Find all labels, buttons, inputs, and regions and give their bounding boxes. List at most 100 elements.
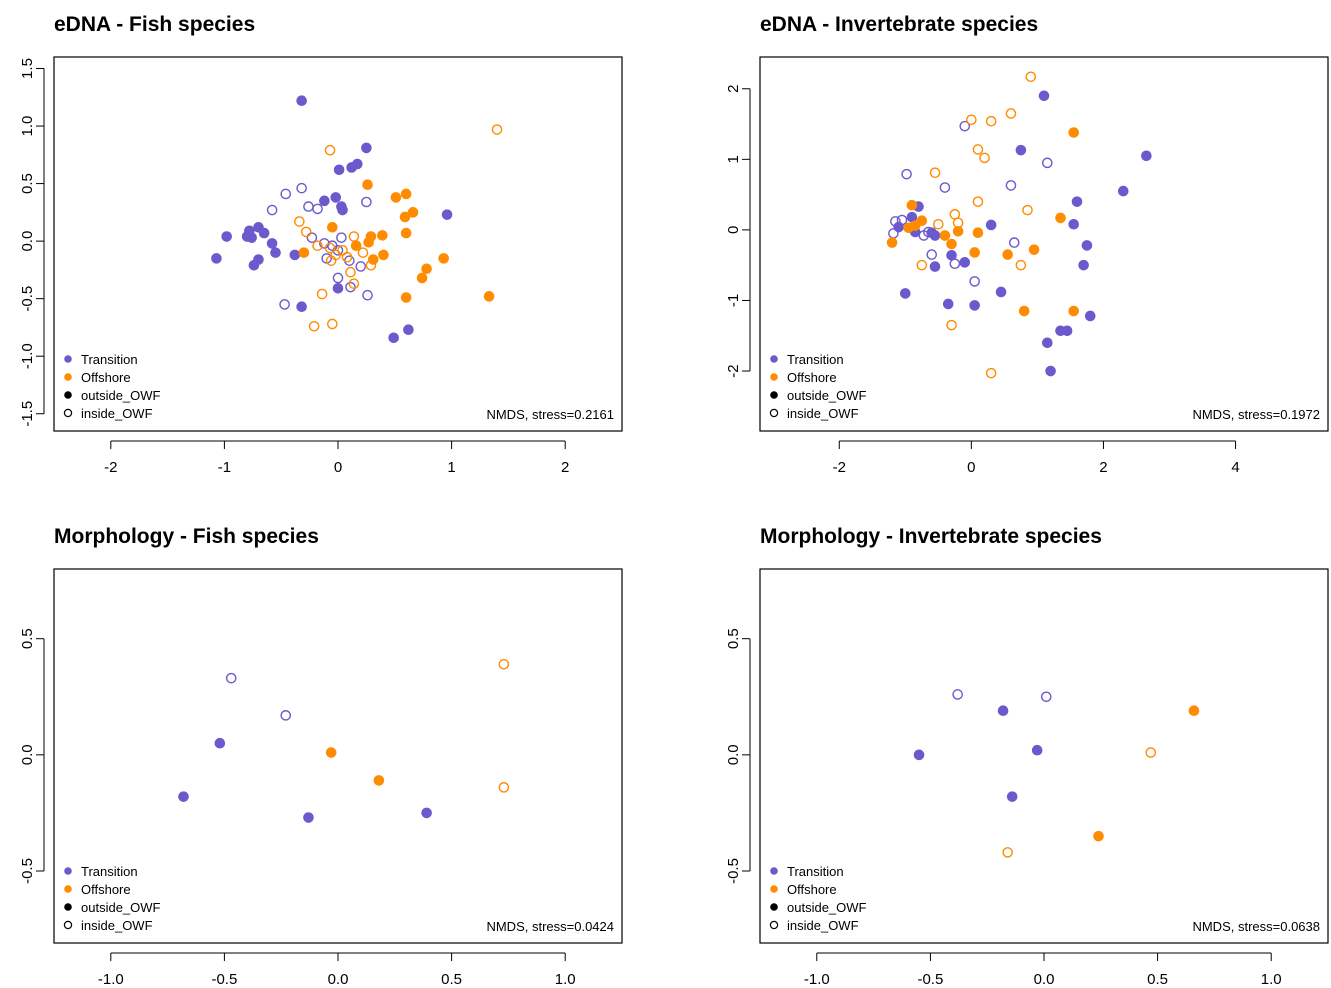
data-point bbox=[1031, 744, 1043, 756]
legend-label: inside_OWF bbox=[81, 406, 153, 421]
data-point bbox=[407, 207, 419, 218]
x-tick-label: -0.5 bbox=[211, 971, 237, 988]
legend-symbol bbox=[770, 867, 778, 875]
legend-symbol bbox=[63, 920, 73, 930]
data-point bbox=[246, 232, 257, 243]
data-point bbox=[280, 710, 292, 721]
data-point bbox=[361, 196, 372, 208]
x-tick-label: 0 bbox=[334, 459, 342, 476]
data-point bbox=[441, 209, 453, 220]
data-point bbox=[400, 227, 412, 239]
data-point bbox=[959, 120, 971, 132]
data-point bbox=[969, 247, 980, 258]
legend-symbol bbox=[64, 373, 72, 381]
legend-label: inside_OWF bbox=[81, 918, 153, 933]
data-point bbox=[916, 259, 928, 271]
x-tick-label: 0.5 bbox=[1147, 971, 1168, 988]
plot-frame bbox=[759, 568, 1329, 944]
y-tick-label: -1.0 bbox=[19, 343, 36, 369]
data-point bbox=[939, 230, 951, 241]
data-point bbox=[1141, 150, 1152, 162]
data-point bbox=[365, 259, 377, 271]
data-point bbox=[214, 737, 226, 749]
data-point bbox=[969, 300, 980, 311]
x-tick-label: 1 bbox=[447, 459, 455, 476]
data-point bbox=[280, 188, 292, 200]
x-tick-label: 0.5 bbox=[441, 971, 462, 988]
data-point bbox=[324, 144, 336, 156]
y-tick-label: 1.0 bbox=[19, 116, 36, 137]
data-point bbox=[327, 318, 338, 330]
y-tick-label: 0.5 bbox=[19, 628, 36, 649]
x-tick-label: 4 bbox=[1231, 459, 1239, 476]
data-point bbox=[900, 288, 911, 299]
data-point bbox=[1015, 144, 1027, 156]
panel-4: Morphology - Invertebrate species -1.0 -0.… bbox=[725, 525, 1329, 988]
data-point bbox=[1081, 240, 1093, 251]
data-point bbox=[1038, 90, 1050, 102]
data-point bbox=[296, 95, 307, 107]
data-point bbox=[906, 199, 918, 211]
data-point bbox=[303, 812, 314, 823]
data-point bbox=[266, 204, 278, 216]
data-point bbox=[1006, 791, 1018, 802]
data-point bbox=[312, 203, 323, 215]
data-point bbox=[1040, 691, 1052, 703]
data-point bbox=[952, 217, 964, 229]
data-point bbox=[929, 261, 941, 272]
data-point bbox=[266, 238, 278, 249]
panel-title: Morphology - Invertebrate species bbox=[760, 525, 1102, 548]
data-point bbox=[972, 144, 984, 155]
data-point bbox=[901, 168, 912, 180]
data-point bbox=[918, 230, 930, 241]
data-point bbox=[997, 705, 1009, 717]
legend-symbol bbox=[770, 903, 778, 911]
y-tick-label: 0.5 bbox=[19, 173, 36, 194]
data-point bbox=[491, 124, 503, 135]
legend-symbol bbox=[64, 391, 72, 399]
data-point bbox=[333, 164, 345, 176]
legend-symbol bbox=[64, 885, 72, 893]
data-point bbox=[211, 253, 222, 264]
legend-symbol bbox=[63, 408, 73, 418]
data-point bbox=[1055, 212, 1066, 224]
x-tick-label: 1.0 bbox=[1261, 971, 1282, 988]
y-tick-label: 0 bbox=[725, 226, 742, 234]
data-point bbox=[373, 775, 385, 786]
data-point bbox=[400, 292, 412, 303]
data-point bbox=[946, 238, 957, 250]
x-tick-label: -1.0 bbox=[804, 971, 830, 988]
data-point bbox=[1018, 305, 1030, 317]
data-point bbox=[421, 807, 432, 819]
x-tick-label: 2 bbox=[1099, 459, 1107, 476]
data-point bbox=[1188, 705, 1200, 717]
data-point bbox=[362, 289, 373, 301]
data-point bbox=[332, 272, 344, 284]
data-point bbox=[1071, 196, 1083, 207]
data-point bbox=[969, 276, 980, 287]
legend-symbol bbox=[770, 355, 778, 363]
data-point bbox=[1005, 180, 1017, 191]
y-tick-label: 0.0 bbox=[19, 231, 36, 252]
legend-label: outside_OWF bbox=[81, 900, 161, 915]
data-point bbox=[362, 179, 373, 191]
plot-frame bbox=[53, 568, 623, 944]
data-point bbox=[355, 261, 367, 272]
data-point bbox=[1022, 204, 1033, 216]
data-point bbox=[1015, 259, 1027, 271]
data-point bbox=[913, 749, 925, 761]
legend-label: Offshore bbox=[81, 370, 131, 385]
data-point bbox=[345, 266, 356, 278]
data-point bbox=[1068, 127, 1080, 138]
data-point bbox=[345, 281, 356, 293]
x-tick-label: -2 bbox=[104, 459, 117, 476]
data-point bbox=[1002, 249, 1013, 260]
data-point bbox=[303, 201, 314, 212]
panel-1: eDNA - Fish species -2 -1 0 1 2 -1.5 -1.0 -0.5 0.… bbox=[19, 13, 623, 476]
data-point bbox=[1008, 237, 1020, 248]
legend-symbol bbox=[769, 408, 779, 418]
data-point bbox=[316, 288, 328, 300]
data-point bbox=[178, 791, 189, 802]
data-point bbox=[483, 291, 495, 302]
plot-frame bbox=[53, 56, 623, 432]
